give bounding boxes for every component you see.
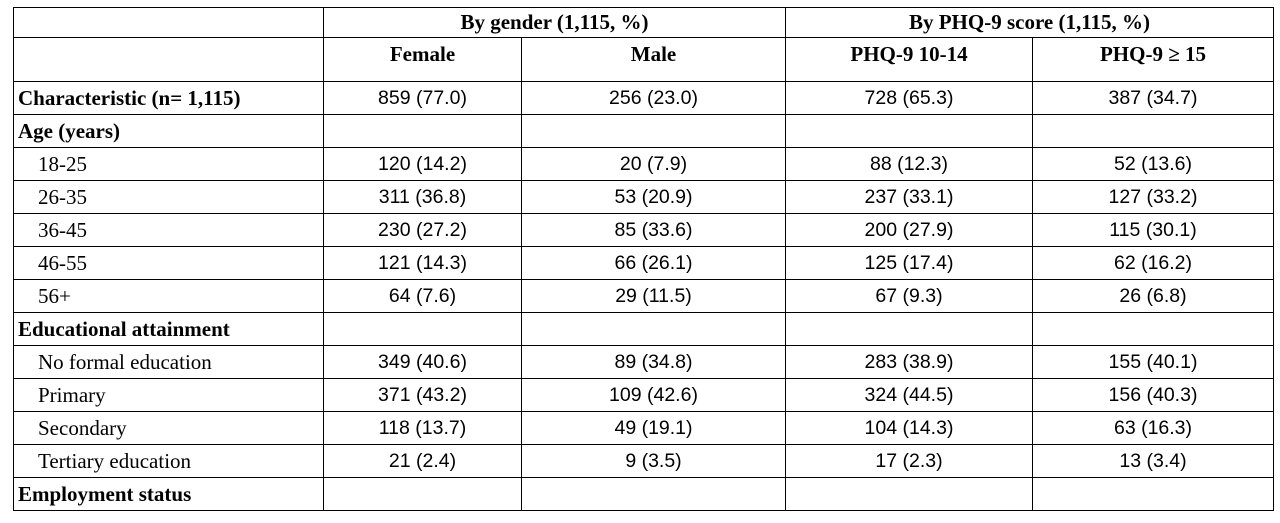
- value-cell: 127 (33.2): [1032, 180, 1274, 214]
- table-row: Tertiary education 21 (2.4) 9 (3.5) 17 (2.3…: [13, 444, 1274, 478]
- value-cell: [521, 114, 786, 148]
- empty-header-cell: [13, 37, 324, 82]
- table-row: Secondary 118 (13.7) 49 (19.1) 104 (14.3) 63…: [13, 411, 1274, 445]
- column-header-female: Female: [323, 37, 522, 82]
- section-row: Employment status: [13, 477, 1274, 511]
- value-cell: 387 (34.7): [1032, 81, 1274, 115]
- value-cell: [785, 114, 1033, 148]
- section-label: Educational attainment: [13, 312, 324, 346]
- value-cell: 371 (43.2): [323, 378, 522, 412]
- value-cell: 125 (17.4): [785, 246, 1033, 280]
- column-header-male: Male: [521, 37, 786, 82]
- value-cell: [323, 114, 522, 148]
- row-label: Characteristic (n= 1,115): [13, 81, 324, 115]
- group-header-row: By gender (1,115, %) By PHQ-9 score (1,1…: [13, 7, 1274, 38]
- value-cell: 9 (3.5): [521, 444, 786, 478]
- section-row: Age (years): [13, 114, 1274, 148]
- section-row: Educational attainment: [13, 312, 1274, 346]
- table-row: 56+ 64 (7.6) 29 (11.5) 67 (9.3) 26 (6.8): [13, 279, 1274, 313]
- value-cell: [521, 312, 786, 346]
- value-cell: 17 (2.3): [785, 444, 1033, 478]
- value-cell: 728 (65.3): [785, 81, 1033, 115]
- value-cell: [323, 477, 522, 511]
- value-cell: 115 (30.1): [1032, 213, 1274, 247]
- value-cell: 349 (40.6): [323, 345, 522, 379]
- value-cell: 66 (26.1): [521, 246, 786, 280]
- value-cell: 26 (6.8): [1032, 279, 1274, 313]
- section-label: Age (years): [13, 114, 324, 148]
- value-cell: [521, 477, 786, 511]
- value-cell: [1032, 477, 1274, 511]
- value-cell: 121 (14.3): [323, 246, 522, 280]
- row-label: 36-45: [13, 213, 324, 247]
- column-header-phq9-10-14: PHQ-9 10-14: [785, 37, 1033, 82]
- value-cell: 20 (7.9): [521, 147, 786, 181]
- value-cell: 53 (20.9): [521, 180, 786, 214]
- row-label: 18-25: [13, 147, 324, 181]
- value-cell: 200 (27.9): [785, 213, 1033, 247]
- value-cell: 155 (40.1): [1032, 345, 1274, 379]
- value-cell: 13 (3.4): [1032, 444, 1274, 478]
- value-cell: [323, 312, 522, 346]
- value-cell: 118 (13.7): [323, 411, 522, 445]
- value-cell: 237 (33.1): [785, 180, 1033, 214]
- value-cell: [1032, 312, 1274, 346]
- value-cell: 63 (16.3): [1032, 411, 1274, 445]
- value-cell: [1032, 114, 1274, 148]
- value-cell: 29 (11.5): [521, 279, 786, 313]
- value-cell: 89 (34.8): [521, 345, 786, 379]
- row-label: 26-35: [13, 180, 324, 214]
- value-cell: 230 (27.2): [323, 213, 522, 247]
- value-cell: 67 (9.3): [785, 279, 1033, 313]
- value-cell: 52 (13.6): [1032, 147, 1274, 181]
- value-cell: 64 (7.6): [323, 279, 522, 313]
- value-cell: 156 (40.3): [1032, 378, 1274, 412]
- row-label: Primary: [13, 378, 324, 412]
- value-cell: 85 (33.6): [521, 213, 786, 247]
- value-cell: 283 (38.9): [785, 345, 1033, 379]
- value-cell: [785, 312, 1033, 346]
- table-row: 46-55 121 (14.3) 66 (26.1) 125 (17.4) 62 (16…: [13, 246, 1274, 280]
- table-row: No formal education 349 (40.6) 89 (34.8) 28…: [13, 345, 1274, 379]
- section-label: Employment status: [13, 477, 324, 511]
- group-header-gender: By gender (1,115, %): [323, 7, 786, 38]
- row-label: Tertiary education: [13, 444, 324, 478]
- row-label: 46-55: [13, 246, 324, 280]
- characteristics-table: By gender (1,115, %) By PHQ-9 score (1,1…: [13, 7, 1274, 511]
- value-cell: 88 (12.3): [785, 147, 1033, 181]
- value-cell: 120 (14.2): [323, 147, 522, 181]
- row-label: No formal education: [13, 345, 324, 379]
- table-row: 26-35 311 (36.8) 53 (20.9) 237 (33.1) 127 (3…: [13, 180, 1274, 214]
- value-cell: 859 (77.0): [323, 81, 522, 115]
- table-row: 18-25 120 (14.2) 20 (7.9) 88 (12.3) 52 (13.6…: [13, 147, 1274, 181]
- table-row: 36-45 230 (27.2) 85 (33.6) 200 (27.9) 115 (3…: [13, 213, 1274, 247]
- value-cell: [785, 477, 1033, 511]
- group-header-phq9: By PHQ-9 score (1,115, %): [785, 7, 1274, 38]
- table-row: Primary 371 (43.2) 109 (42.6) 324 (44.5) 156…: [13, 378, 1274, 412]
- row-label: 56+: [13, 279, 324, 313]
- table-row: Characteristic (n= 1,115) 859 (77.0) 256 (…: [13, 81, 1274, 115]
- value-cell: 256 (23.0): [521, 81, 786, 115]
- value-cell: 104 (14.3): [785, 411, 1033, 445]
- value-cell: 21 (2.4): [323, 444, 522, 478]
- value-cell: 49 (19.1): [521, 411, 786, 445]
- column-header-row: Female Male PHQ-9 10-14 PHQ-9 ≥ 15: [13, 37, 1274, 82]
- empty-header-cell: [13, 7, 324, 38]
- value-cell: 109 (42.6): [521, 378, 786, 412]
- value-cell: 62 (16.2): [1032, 246, 1274, 280]
- value-cell: 324 (44.5): [785, 378, 1033, 412]
- column-header-phq9-15-plus: PHQ-9 ≥ 15: [1032, 37, 1274, 82]
- value-cell: 311 (36.8): [323, 180, 522, 214]
- row-label: Secondary: [13, 411, 324, 445]
